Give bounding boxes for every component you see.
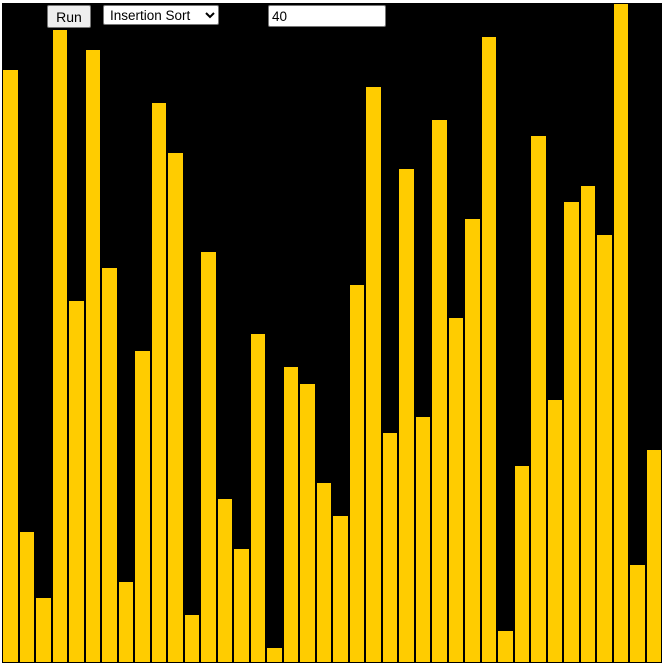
bar xyxy=(266,646,283,663)
bar xyxy=(414,415,431,663)
bar xyxy=(117,580,134,663)
bar xyxy=(299,382,316,663)
controls-bar: Run Insertion Sort xyxy=(0,0,665,40)
bar xyxy=(596,234,613,663)
bar xyxy=(645,448,662,663)
bar xyxy=(431,118,448,663)
bar xyxy=(332,514,349,663)
algorithm-select[interactable]: Insertion Sort xyxy=(103,5,219,25)
bar xyxy=(381,432,398,663)
bar xyxy=(101,267,118,663)
bar xyxy=(546,399,563,663)
bar xyxy=(629,564,646,663)
bar xyxy=(35,597,52,663)
bar xyxy=(167,151,184,663)
run-button[interactable]: Run xyxy=(47,5,91,28)
bar xyxy=(398,168,415,663)
bar xyxy=(68,300,85,663)
bar xyxy=(200,250,217,663)
bar xyxy=(497,630,514,663)
bar xyxy=(134,349,151,663)
bar xyxy=(216,498,233,663)
bar xyxy=(365,85,382,663)
bar xyxy=(563,201,580,663)
bar xyxy=(84,49,101,663)
bar xyxy=(447,316,464,663)
bar xyxy=(51,29,68,663)
bar xyxy=(150,102,167,663)
bar xyxy=(464,217,481,663)
bar xyxy=(249,333,266,663)
bar xyxy=(530,135,547,663)
bar xyxy=(18,531,35,663)
visualization-canvas xyxy=(2,3,662,663)
bar-chart xyxy=(2,3,662,663)
array-size-input[interactable] xyxy=(268,5,386,27)
bar xyxy=(480,36,497,663)
bar xyxy=(2,69,19,663)
bar xyxy=(233,547,250,663)
bar xyxy=(348,283,365,663)
bar xyxy=(315,481,332,663)
bar xyxy=(282,366,299,663)
bar xyxy=(183,613,200,663)
bar xyxy=(579,184,596,663)
bar xyxy=(513,465,530,663)
bar xyxy=(612,3,629,663)
